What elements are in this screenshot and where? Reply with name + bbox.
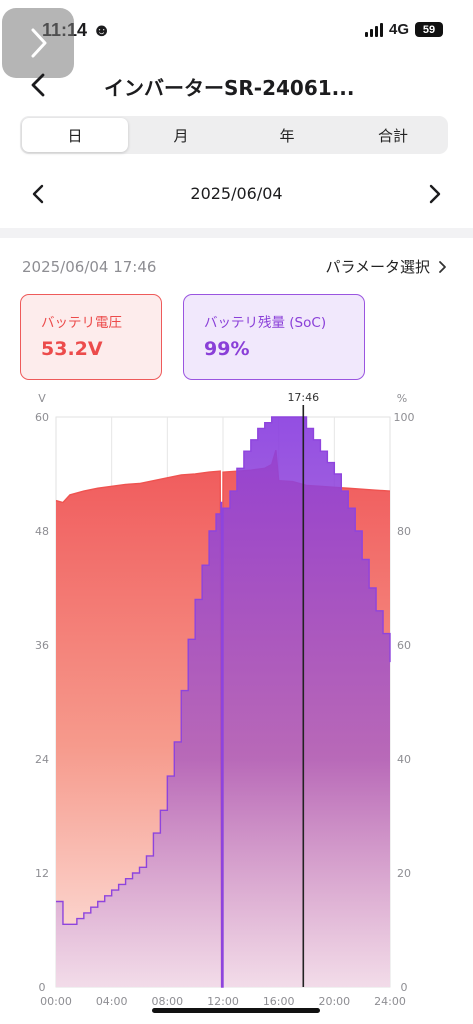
x-tick-label: 12:00 — [207, 995, 239, 1008]
battery-soc-value: 99% — [204, 338, 250, 360]
y-left-tick-label: 48 — [35, 525, 49, 538]
x-tick-label: 16:00 — [263, 995, 295, 1008]
navigation-bar: インバーターSR-24061... — [0, 62, 473, 108]
battery-voltage-label: バッテリ電圧 — [41, 315, 122, 331]
previous-date-button[interactable] — [26, 181, 50, 207]
y-right-tick-label: 40 — [397, 753, 411, 766]
x-tick-label: 20:00 — [318, 995, 350, 1008]
page-title: インバーターSR-24061... — [104, 76, 355, 100]
battery-voltage-value: 53.2V — [41, 338, 103, 360]
signal-icon — [364, 22, 383, 37]
battery-icon: 59 — [415, 22, 443, 37]
tab-month[interactable]: 月 — [173, 126, 189, 145]
y-left-tick-label: 36 — [35, 639, 49, 652]
y-left-tick-label: 24 — [35, 753, 49, 766]
left-axis-unit: V — [38, 392, 46, 405]
selected-timestamp: 2025/06/04 17:46 — [22, 258, 157, 276]
y-right-tick-label: 0 — [401, 981, 408, 994]
x-tick-label: 04:00 — [96, 995, 128, 1008]
cursor-time-label: 17:46 — [287, 391, 319, 404]
floating-forward-button[interactable] — [2, 8, 74, 78]
battery-soc-card[interactable]: バッテリ残量 (SoC) 99% — [183, 294, 365, 380]
battery-chart[interactable]: 17:46 00:00 04:00 08:00 12:00 16:00 20:00 24:0… — [0, 390, 473, 1015]
tab-year[interactable]: 年 — [279, 126, 295, 145]
emoji-icon: ☻ — [92, 20, 112, 40]
x-tick-label: 08:00 — [151, 995, 183, 1008]
right-axis-unit: % — [397, 392, 407, 405]
selected-date: 2025/06/04 — [190, 184, 283, 203]
y-right-tick-label: 60 — [397, 639, 411, 652]
y-left-tick-label: 12 — [35, 867, 49, 880]
section-divider — [0, 228, 473, 238]
date-navigator: 2025/06/04 — [0, 176, 473, 212]
chevron-right-icon — [429, 184, 441, 204]
soc-line — [56, 416, 391, 988]
y-left-tick-label: 60 — [35, 411, 49, 424]
chevron-left-icon — [31, 73, 45, 97]
period-segmented-control: 日 月 年 合計 — [20, 116, 448, 154]
tab-day[interactable]: 日 — [22, 118, 128, 152]
info-row: 2025/06/04 17:46 パラメータ選択 — [0, 256, 473, 280]
y-right-tick-label: 20 — [397, 867, 411, 880]
parameter-select-label: パラメータ選択 — [325, 258, 430, 276]
home-indicator — [152, 1008, 320, 1013]
x-tick-label: 24:00 — [374, 995, 406, 1008]
network-type: 4G — [388, 21, 409, 38]
status-indicators: 4G 59 — [364, 21, 443, 38]
battery-soc-label: バッテリ残量 (SoC) — [204, 315, 327, 331]
chevron-right-icon — [439, 260, 446, 273]
back-button[interactable] — [24, 70, 52, 100]
tab-total[interactable]: 合計 — [377, 126, 408, 145]
x-tick-label: 00:00 — [40, 995, 72, 1008]
chevron-left-icon — [32, 184, 44, 204]
y-left-tick-label: 0 — [39, 981, 46, 994]
parameter-select-button[interactable]: パラメータ選択 — [325, 256, 447, 277]
next-date-button[interactable] — [423, 181, 447, 207]
battery-voltage-card[interactable]: バッテリ電圧 53.2V — [20, 294, 162, 380]
chevron-right-icon — [31, 28, 47, 58]
y-right-tick-label: 100 — [394, 411, 415, 424]
y-right-tick-label: 80 — [397, 525, 411, 538]
